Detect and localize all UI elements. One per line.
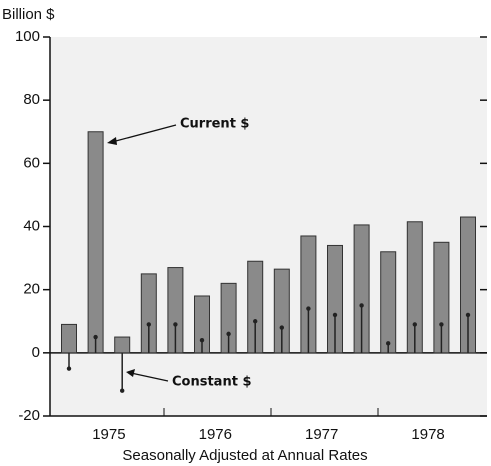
arrow	[111, 124, 177, 143]
arrowhead	[107, 137, 117, 145]
constant-dot	[332, 312, 338, 318]
x-tick-label: 1976	[199, 426, 232, 443]
constant-dot	[120, 388, 125, 393]
annotation: Constant $	[172, 375, 252, 390]
constant-dot	[66, 366, 72, 371]
constant-dot	[199, 338, 205, 343]
y-tick-label: 20	[23, 281, 40, 298]
constant-dot	[226, 331, 231, 337]
constant-dot	[386, 341, 391, 346]
constant-dot	[253, 319, 258, 324]
bar	[87, 131, 104, 354]
constant-dot	[439, 322, 444, 327]
constant-dot	[93, 334, 98, 340]
x-axis-label: Seasonally Adjusted at Annual Rates	[122, 447, 367, 464]
bar	[114, 336, 131, 354]
y-tick-label: 80	[23, 91, 40, 108]
y-tick-label: 100	[15, 28, 40, 45]
bar	[380, 251, 397, 354]
arrowhead	[126, 369, 135, 377]
x-tick-label: 1978	[411, 426, 444, 443]
constant-dot	[279, 325, 284, 330]
annotation: Current $	[180, 117, 249, 132]
x-tick-label: 1977	[305, 426, 338, 443]
constant-dot	[306, 306, 311, 311]
constant-dot	[173, 322, 178, 327]
constant-dot	[359, 303, 364, 308]
y-tick-label: 60	[23, 154, 40, 171]
constant-dot	[146, 322, 151, 327]
y-tick-label: -20	[18, 407, 40, 424]
y-axis-label: Billion $	[2, 6, 55, 23]
bar	[61, 323, 77, 354]
arrow	[130, 372, 169, 382]
y-tick-label: 0	[32, 344, 40, 361]
x-tick-label: 1975	[92, 426, 125, 443]
constant-dot	[412, 322, 417, 327]
constant-dot	[465, 312, 471, 318]
y-tick-label: 40	[23, 217, 40, 234]
